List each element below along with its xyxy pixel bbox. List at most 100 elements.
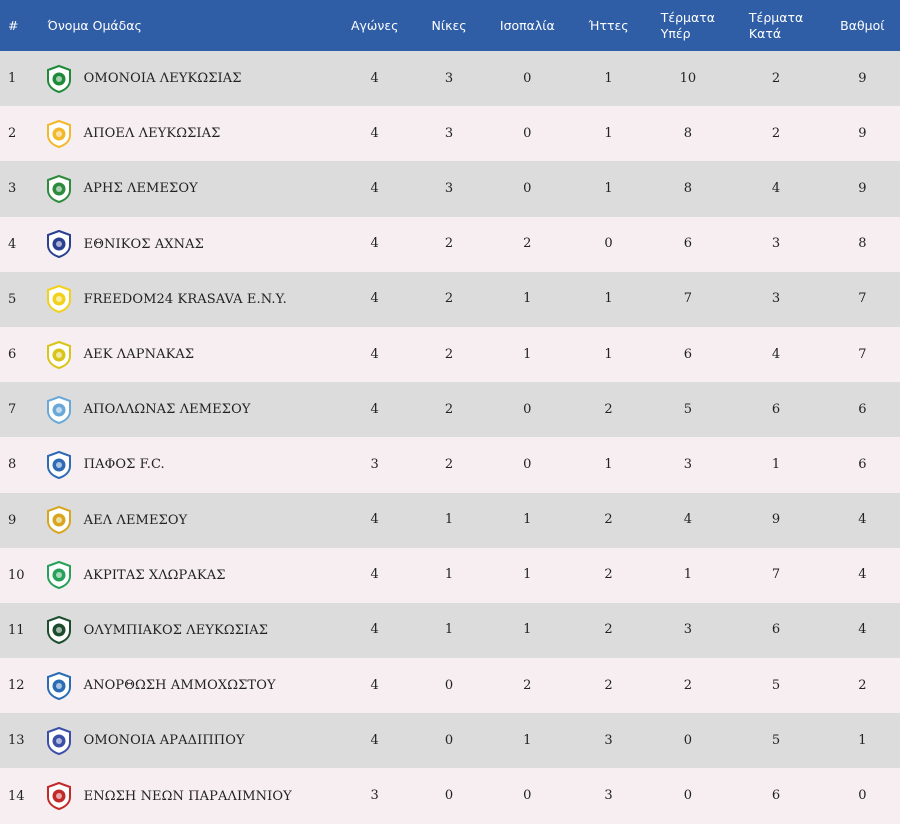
row-losses: 1 <box>604 456 613 472</box>
row-games: 4 <box>370 732 379 748</box>
row-goals-for: 3 <box>683 456 692 472</box>
row-goals-for: 6 <box>683 236 692 252</box>
row-points: 6 <box>858 456 867 472</box>
row-losses: 2 <box>604 677 613 693</box>
row-losses: 3 <box>604 788 613 804</box>
row-team[interactable]: ΕΘΝΙΚΟΣ ΑΧΝΑΣ <box>44 229 333 259</box>
row-draws: 0 <box>523 180 532 196</box>
table-row: 7 ΑΠΟΛΛΩΝΑΣ ΛΕΜΕΣΟΥ 4 2 0 2 5 6 6 <box>0 382 900 438</box>
row-wins: 2 <box>444 346 454 362</box>
row-rank: 13 <box>8 733 25 749</box>
table-row: 2 ΑΠΟΕΛ ΛΕΥΚΩΣΙΑΣ 4 3 0 1 8 2 9 <box>0 106 900 162</box>
row-points: 2 <box>858 677 867 693</box>
row-wins: 3 <box>444 70 454 86</box>
row-team-name[interactable]: ΑΡΗΣ ΛΕΜΕΣΟΥ <box>83 181 198 197</box>
row-draws: 2 <box>523 677 532 693</box>
row-wins: 2 <box>444 401 454 417</box>
ael-crest-icon <box>44 505 74 535</box>
row-draws: 0 <box>523 401 532 417</box>
row-goals-for: 6 <box>683 346 692 362</box>
row-team[interactable]: ΟΜΟΝΟΙΑ ΛΕΥΚΩΣΙΑΣ <box>44 64 333 94</box>
row-goals-against: 5 <box>771 677 781 693</box>
row-points: 4 <box>858 567 867 583</box>
row-team-name[interactable]: ΟΛΥΜΠΙΑΚΟΣ ΛΕΥΚΩΣΙΑΣ <box>83 622 269 638</box>
row-team[interactable]: ΠΑΦΟΣ F.C. <box>44 450 333 480</box>
row-team-name[interactable]: ΑΠΟΛΛΩΝΑΣ ΛΕΜΕΣΟΥ <box>83 402 251 418</box>
row-goals-against: 3 <box>771 236 781 252</box>
row-team[interactable]: FREEDOM24 KRASAVA E.N.Y. <box>44 284 333 314</box>
row-team-name[interactable]: ΕΝΩΣΗ ΝΕΩΝ ΠΑΡΑΛΙΜΝΙΟΥ <box>83 788 292 804</box>
row-team[interactable]: ΑΠΟΛΛΩΝΑΣ ΛΕΜΕΣΟΥ <box>44 395 333 425</box>
row-team[interactable]: ΑΚΡΙΤΑΣ ΧΛΩΡΑΚΑΣ <box>44 560 333 590</box>
row-rank: 2 <box>8 126 17 142</box>
row-draws: 1 <box>523 346 532 362</box>
row-losses: 3 <box>604 732 613 748</box>
row-points: 1 <box>858 732 867 748</box>
row-losses: 1 <box>604 180 613 196</box>
anorthosis-crest-icon <box>44 671 74 701</box>
row-team-name[interactable]: FREEDOM24 KRASAVA E.N.Y. <box>83 291 287 307</box>
row-team-name[interactable]: ΑΠΟΕΛ ΛΕΥΚΩΣΙΑΣ <box>83 126 221 142</box>
row-goals-against: 4 <box>771 180 781 196</box>
row-rank: 4 <box>8 236 17 252</box>
table-row: 4 ΕΘΝΙΚΟΣ ΑΧΝΑΣ 4 2 2 0 6 3 8 <box>0 216 900 272</box>
row-wins: 1 <box>444 622 454 638</box>
table-row: 5 FREEDOM24 KRASAVA E.N.Y. 4 2 1 1 7 3 7 <box>0 271 900 327</box>
row-team[interactable]: ΕΝΩΣΗ ΝΕΩΝ ΠΑΡΑΛΙΜΝΙΟΥ <box>44 781 333 811</box>
row-team[interactable]: ΑΝΟΡΘΩΣΗ ΑΜΜΟΧΩΣΤΟΥ <box>44 671 333 701</box>
row-goals-for: 2 <box>683 677 692 693</box>
row-draws: 0 <box>523 125 532 141</box>
row-team[interactable]: ΑΡΗΣ ΛΕΜΕΣΟΥ <box>44 174 333 204</box>
row-draws: 1 <box>523 732 532 748</box>
row-wins: 2 <box>444 291 454 307</box>
row-games: 4 <box>370 401 379 417</box>
row-goals-for: 7 <box>683 291 692 307</box>
row-draws: 2 <box>523 236 532 252</box>
row-team[interactable]: ΑΠΟΕΛ ΛΕΥΚΩΣΙΑΣ <box>44 119 333 149</box>
row-team-name[interactable]: ΟΜΟΝΟΙΑ ΛΕΥΚΩΣΙΑΣ <box>83 71 242 87</box>
row-losses: 2 <box>604 512 613 528</box>
row-games: 4 <box>370 236 379 252</box>
row-rank: 3 <box>8 181 17 197</box>
header-goals-for-line1: Τέρματα <box>660 9 716 25</box>
table-row: 10 ΑΚΡΙΤΑΣ ΧΛΩΡΑΚΑΣ 4 1 1 2 1 7 4 <box>0 547 900 603</box>
row-team[interactable]: ΑΕΛ ΛΕΜΕΣΟΥ <box>44 505 333 535</box>
header-team: Όνομα Ομάδας <box>47 18 142 33</box>
row-team-name[interactable]: ΠΑΦΟΣ F.C. <box>83 457 165 473</box>
row-points: 0 <box>858 788 867 804</box>
row-games: 4 <box>370 567 379 583</box>
row-points: 6 <box>858 401 867 417</box>
table-row: 14 ΕΝΩΣΗ ΝΕΩΝ ΠΑΡΑΛΙΜΝΙΟΥ 3 0 0 3 0 6 0 <box>0 768 900 824</box>
header-points: Βαθμοί <box>840 17 885 33</box>
table-row: 11 ΟΛΥΜΠΙΑΚΟΣ ΛΕΥΚΩΣΙΑΣ 4 1 1 2 3 6 4 <box>0 602 900 659</box>
row-games: 4 <box>370 677 379 693</box>
row-games: 4 <box>370 512 379 528</box>
row-goals-for: 0 <box>683 788 692 804</box>
row-wins: 0 <box>444 732 454 748</box>
row-team-name[interactable]: ΕΘΝΙΚΟΣ ΑΧΝΑΣ <box>83 236 204 252</box>
row-points: 4 <box>858 622 867 638</box>
row-team-name[interactable]: ΑΚΡΙΤΑΣ ΧΛΩΡΑΚΑΣ <box>83 567 226 583</box>
row-team[interactable]: ΟΛΥΜΠΙΑΚΟΣ ΛΕΥΚΩΣΙΑΣ <box>44 615 333 645</box>
apollon-crest-icon <box>44 395 74 425</box>
row-wins: 1 <box>444 567 454 583</box>
row-losses: 1 <box>604 346 613 362</box>
row-team-name[interactable]: ΑΕΚ ΛΑΡΝΑΚΑΣ <box>83 347 195 363</box>
row-wins: 3 <box>444 125 454 141</box>
header-goals-against: Τέρματα Κατά <box>731 10 820 42</box>
row-team-name[interactable]: ΟΜΟΝΟΙΑ ΑΡΑΔΙΠΠΟΥ <box>83 733 245 749</box>
row-goals-against: 4 <box>771 346 781 362</box>
row-team-name[interactable]: ΑΝΟΡΘΩΣΗ ΑΜΜΟΧΩΣΤΟΥ <box>83 678 276 694</box>
row-points: 9 <box>858 125 867 141</box>
row-goals-against: 6 <box>771 401 781 417</box>
row-games: 3 <box>370 788 379 804</box>
header-goals-for-line2: Υπέρ <box>660 25 691 41</box>
row-rank: 1 <box>8 71 17 87</box>
row-team[interactable]: ΟΜΟΝΟΙΑ ΑΡΑΔΙΠΠΟΥ <box>44 726 333 756</box>
row-team[interactable]: ΑΕΚ ΛΑΡΝΑΚΑΣ <box>44 340 333 370</box>
row-draws: 1 <box>523 622 532 638</box>
row-rank: 6 <box>8 347 17 363</box>
row-rank: 5 <box>8 291 17 307</box>
row-team-name[interactable]: ΑΕΛ ΛΕΜΕΣΟΥ <box>83 512 188 528</box>
row-goals-for: 8 <box>683 180 692 196</box>
